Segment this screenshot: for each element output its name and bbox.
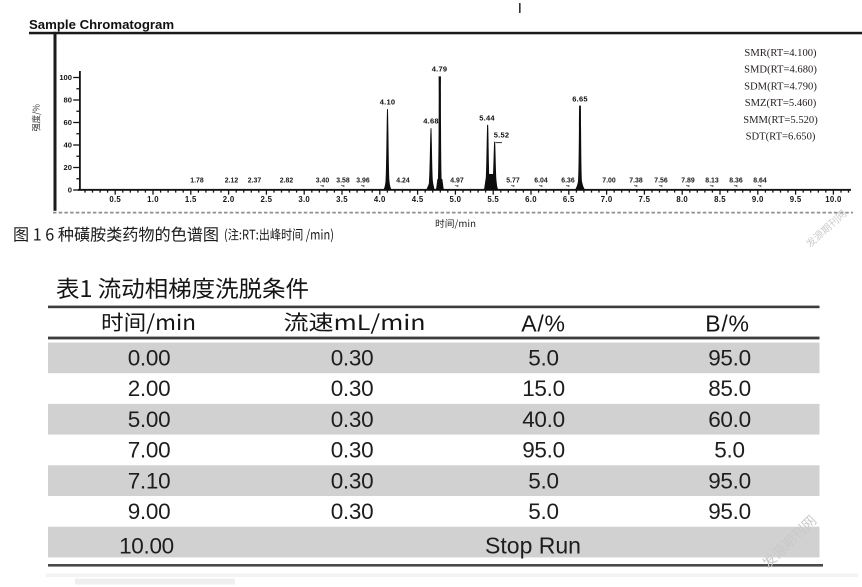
svg-text:8.0: 8.0 [676,195,688,204]
svg-text:0.5: 0.5 [109,195,121,204]
svg-text:7.56: 7.56 [654,178,668,185]
svg-text:Sample Chromatogram: Sample Chromatogram [29,17,174,32]
svg-text:0.30: 0.30 [331,438,374,463]
svg-text:5.52: 5.52 [494,131,509,140]
svg-text:2.5: 2.5 [261,195,273,204]
svg-text:B/%: B/% [705,311,750,337]
svg-text:4.0: 4.0 [374,195,386,204]
svg-text:Stop Run: Stop Run [485,533,581,559]
svg-text:8.64: 8.64 [753,178,767,185]
svg-text:5.5: 5.5 [487,195,499,204]
svg-text:5.0: 5.0 [528,346,558,371]
svg-text:0.30: 0.30 [331,468,374,493]
svg-text:95.0: 95.0 [522,438,565,463]
svg-text:3.5: 3.5 [336,195,348,204]
svg-text:4.10: 4.10 [380,98,395,107]
svg-text:SMM(RT=5.520): SMM(RT=5.520) [743,115,818,126]
svg-text:7.38: 7.38 [629,178,643,185]
svg-text:0.30: 0.30 [331,376,374,401]
svg-text:60: 60 [64,118,72,127]
svg-text:3.40: 3.40 [316,178,330,185]
svg-text:5.0: 5.0 [714,438,744,463]
svg-text:2.37: 2.37 [248,178,262,185]
svg-text:2.82: 2.82 [280,178,294,185]
svg-text:40: 40 [64,141,72,150]
svg-text:7.10: 7.10 [128,468,171,493]
svg-text:15.0: 15.0 [522,376,565,401]
svg-text:9.00: 9.00 [128,499,171,524]
svg-text:0.30: 0.30 [331,407,374,432]
svg-text:6.5: 6.5 [563,195,575,204]
svg-text:6.0: 6.0 [525,195,537,204]
svg-text:SDM(RT=4.790): SDM(RT=4.790) [744,81,817,92]
svg-text:100: 100 [59,73,72,82]
svg-text:80: 80 [64,96,72,105]
svg-text:7.00: 7.00 [602,178,616,185]
svg-text:SMZ(RT=5.460): SMZ(RT=5.460) [745,98,817,109]
svg-text:5.0: 5.0 [528,499,558,524]
svg-text:3.58: 3.58 [336,178,350,185]
svg-text:9.0: 9.0 [752,195,764,204]
svg-text:SMR(RT=4.100): SMR(RT=4.100) [744,48,817,59]
svg-text:40.0: 40.0 [522,407,565,432]
svg-text:0.30: 0.30 [331,499,374,524]
svg-text:9.5: 9.5 [790,195,802,204]
svg-text:1.78: 1.78 [190,178,204,185]
svg-text:4.24: 4.24 [396,178,410,185]
svg-text:4.97: 4.97 [450,178,464,185]
svg-text:60.0: 60.0 [708,407,751,432]
svg-text:6.36: 6.36 [561,178,575,185]
svg-text:2.0: 2.0 [223,195,235,204]
svg-text:95.0: 95.0 [708,346,751,371]
svg-text:0.00: 0.00 [128,346,171,371]
svg-text:85.0: 85.0 [708,376,751,401]
svg-text:3.0: 3.0 [298,195,310,204]
svg-text:95.0: 95.0 [708,499,751,524]
svg-text:7.00: 7.00 [128,438,171,463]
svg-text:2.00: 2.00 [128,376,171,401]
svg-text:SDT(RT=6.650): SDT(RT=6.650) [746,132,816,143]
svg-text:4.5: 4.5 [412,195,424,204]
svg-text:10.00: 10.00 [119,534,174,559]
svg-text:7.89: 7.89 [681,178,695,185]
svg-text:8.13: 8.13 [705,178,719,185]
svg-text:1.0: 1.0 [147,195,159,204]
svg-text:6.65: 6.65 [572,95,587,104]
svg-text:SMD(RT=4.680): SMD(RT=4.680) [744,65,817,76]
svg-text:20: 20 [64,163,72,172]
svg-text:A/%: A/% [521,311,566,337]
svg-text:8.36: 8.36 [729,178,743,185]
svg-text:7.5: 7.5 [639,195,651,204]
svg-text:6.04: 6.04 [534,178,548,185]
svg-text:3.96: 3.96 [356,178,370,185]
svg-text:5.0: 5.0 [528,468,558,493]
svg-text:0.30: 0.30 [331,346,374,371]
svg-text:5.00: 5.00 [128,407,171,432]
svg-text:2.12: 2.12 [225,178,239,185]
svg-text:5.44: 5.44 [479,114,495,123]
svg-text:95.0: 95.0 [708,468,751,493]
svg-text:7.0: 7.0 [601,195,613,204]
svg-text:4.79: 4.79 [432,65,447,74]
svg-text:0: 0 [68,186,72,195]
svg-text:5.77: 5.77 [506,178,520,185]
svg-text:4.68: 4.68 [423,117,438,126]
svg-text:5.0: 5.0 [450,195,462,204]
svg-text:10.0: 10.0 [825,195,842,204]
svg-text:8.5: 8.5 [714,195,726,204]
svg-text:1.5: 1.5 [185,195,197,204]
